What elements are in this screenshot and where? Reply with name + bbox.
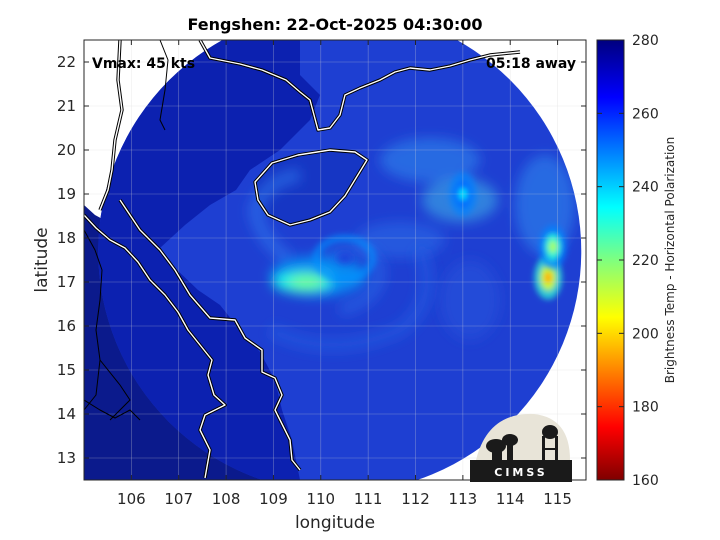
hainan-coast <box>254 149 368 226</box>
storm-marks <box>270 172 567 300</box>
x-tick-label: 115 <box>543 490 572 508</box>
y-tick-label: 16 <box>57 317 76 335</box>
y-tick-label: 19 <box>57 185 76 203</box>
y-tick-label: 17 <box>57 273 76 291</box>
dish-antenna-icon <box>486 434 518 460</box>
x-tick-label: 113 <box>449 490 478 508</box>
country-border <box>84 40 169 421</box>
y-axis-label: latitude <box>32 227 52 292</box>
x-axis-ticks: 106 107 108 109 110 111 112 113 114 115 <box>117 40 572 508</box>
cold-cell <box>538 224 567 269</box>
colorbar-tick-label: 200 <box>632 326 659 342</box>
cimss-logo: CIMSS <box>470 413 572 482</box>
x-tick-label: 106 <box>117 490 146 508</box>
colorbar-tick-label: 240 <box>632 180 659 196</box>
x-tick-label: 110 <box>306 490 335 508</box>
time-away-annotation: 05:18 away <box>486 56 576 72</box>
x-tick-label: 114 <box>496 490 525 508</box>
coastline <box>84 40 521 479</box>
cold-cell <box>448 172 477 216</box>
water-tower-icon <box>542 425 558 460</box>
y-tick-label: 14 <box>57 405 76 423</box>
x-tick-label: 107 <box>164 490 193 508</box>
chart-title: Fengshen: 22-Oct-2025 04:30:00 <box>187 15 482 34</box>
colorbar-tick-label: 180 <box>632 400 659 416</box>
rainband-field <box>247 168 434 352</box>
x-axis-label: longitude <box>295 513 375 533</box>
y-tick-label: 13 <box>57 449 76 467</box>
logo-text: CIMSS <box>494 466 547 479</box>
y-tick-label: 20 <box>57 141 76 159</box>
y-tick-label: 18 <box>57 229 76 247</box>
y-axis-ticks: 22 21 20 19 18 17 16 15 14 13 <box>57 53 586 467</box>
colorbar-label: Brightness Temp - Horizontal Polarizatio… <box>663 137 677 384</box>
warm-band <box>270 256 367 296</box>
y-tick-label: 22 <box>57 53 76 71</box>
colorbar-tick-label: 160 <box>632 473 659 489</box>
colorbar-tick-label: 260 <box>632 106 659 122</box>
vmax-annotation: Vmax: 45 kts <box>92 56 195 72</box>
y-tick-label: 21 <box>57 97 76 115</box>
colorbar-tick-label: 220 <box>632 253 659 269</box>
eye-ring <box>312 234 377 283</box>
x-tick-label: 108 <box>212 490 241 508</box>
x-tick-label: 109 <box>259 490 288 508</box>
x-tick-label: 112 <box>401 490 430 508</box>
y-tick-label: 15 <box>57 361 76 379</box>
map-lines <box>84 40 521 479</box>
colorbar-tick-label: 280 <box>632 33 659 49</box>
hainan-field <box>255 150 367 225</box>
colorbar-ticks: 280 260 240 220 200 180 160 <box>597 33 659 489</box>
axes-box <box>83 39 587 481</box>
x-tick-label: 111 <box>354 490 383 508</box>
